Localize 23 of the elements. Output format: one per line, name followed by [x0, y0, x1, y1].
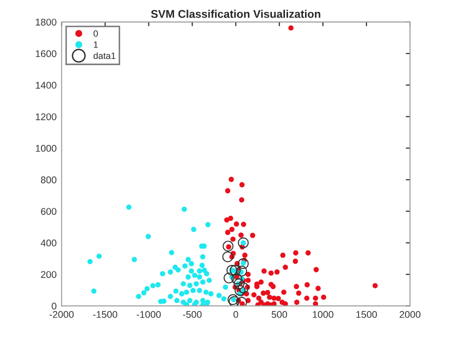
y-tick-label: 1200: [36, 113, 56, 120]
x-tick-label: 2000: [400, 311, 420, 318]
y-tick-label: 800: [40, 176, 56, 184]
x-tick-label: 500: [272, 311, 288, 318]
y-tick-label: 0: [52, 302, 56, 310]
x-tick-label: 1000: [312, 311, 334, 318]
x-tick-label: -2000: [50, 311, 74, 318]
legend-label: 0: [94, 30, 98, 37]
y-tick-label: 600: [41, 208, 56, 215]
x-tick-label: 0: [233, 311, 238, 318]
x-tick-label: -500: [182, 311, 202, 318]
y-tick-label: 1600: [36, 50, 56, 58]
x-tick-label: -1500: [93, 311, 118, 318]
y-tick-label: 1400: [36, 82, 56, 89]
x-tick-label: 1500: [356, 311, 377, 318]
legend-label: 1: [94, 42, 98, 48]
y-tick-label: 1000: [36, 144, 56, 152]
chart-title: SVM Classification Visualization: [151, 10, 320, 18]
y-tick-label: 1800: [36, 18, 56, 26]
y-tick-label: 200: [41, 271, 56, 278]
x-tick-label: -1000: [136, 311, 161, 318]
y-tick-label: 400: [40, 240, 56, 246]
legend-label: data1: [94, 52, 116, 59]
